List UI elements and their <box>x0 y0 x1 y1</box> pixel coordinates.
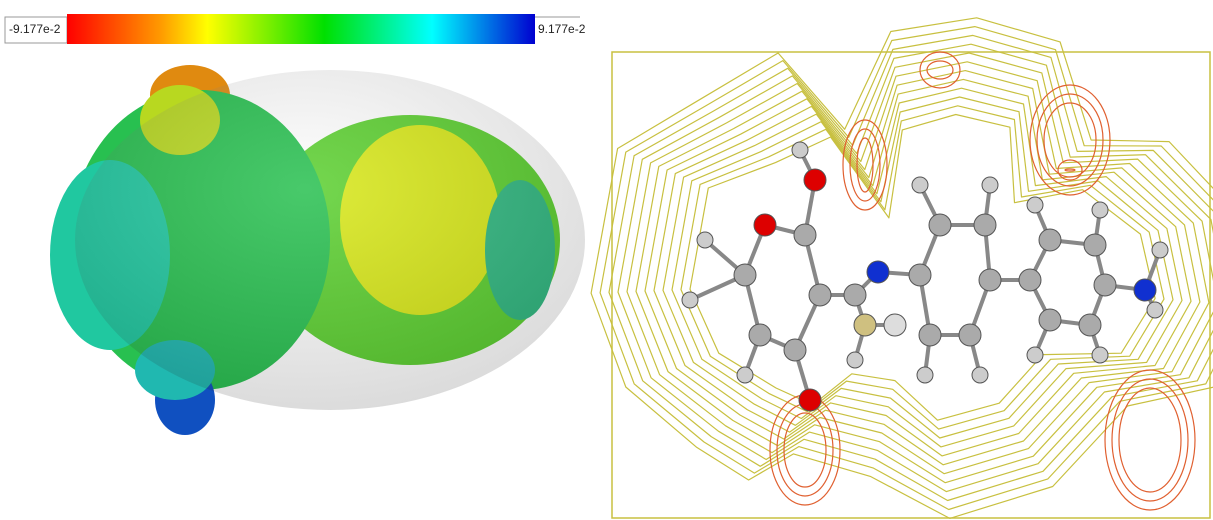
atom <box>754 214 776 236</box>
atom <box>794 224 816 246</box>
atom <box>682 292 698 308</box>
atom <box>974 214 996 236</box>
atom <box>697 232 713 248</box>
surface-shade <box>75 70 585 410</box>
atom <box>1027 347 1043 363</box>
atom <box>1094 274 1116 296</box>
atom <box>1079 314 1101 336</box>
atom <box>804 169 826 191</box>
atom <box>1084 234 1106 256</box>
atom <box>909 264 931 286</box>
atom <box>1039 229 1061 251</box>
colorbar <box>67 14 535 44</box>
atom <box>737 367 753 383</box>
atom <box>884 314 906 336</box>
atom <box>972 367 988 383</box>
atom <box>982 177 998 193</box>
atom <box>749 324 771 346</box>
atom <box>809 284 831 306</box>
atom <box>867 261 889 283</box>
atom <box>1092 202 1108 218</box>
contour-plot <box>591 18 1213 519</box>
atom <box>1152 242 1168 258</box>
atom <box>979 269 1001 291</box>
atom <box>959 324 981 346</box>
atom <box>854 314 876 336</box>
atom <box>917 367 933 383</box>
atom <box>792 142 808 158</box>
mep-surface <box>50 65 585 435</box>
atom <box>734 264 756 286</box>
atom <box>1134 279 1156 301</box>
atom <box>1039 309 1061 331</box>
atom <box>1147 302 1163 318</box>
atom <box>912 177 928 193</box>
atom <box>1092 347 1108 363</box>
atom <box>847 352 863 368</box>
atom <box>784 339 806 361</box>
atom <box>1027 197 1043 213</box>
colorbar-min-label: -9.177e-2 <box>9 22 61 36</box>
atom <box>929 214 951 236</box>
colorbar-max-label: 9.177e-2 <box>538 22 586 36</box>
atom <box>1019 269 1041 291</box>
figure: -9.177e-2 9.177e-2 <box>0 0 1213 520</box>
atom <box>844 284 866 306</box>
atom <box>799 389 821 411</box>
atom <box>919 324 941 346</box>
